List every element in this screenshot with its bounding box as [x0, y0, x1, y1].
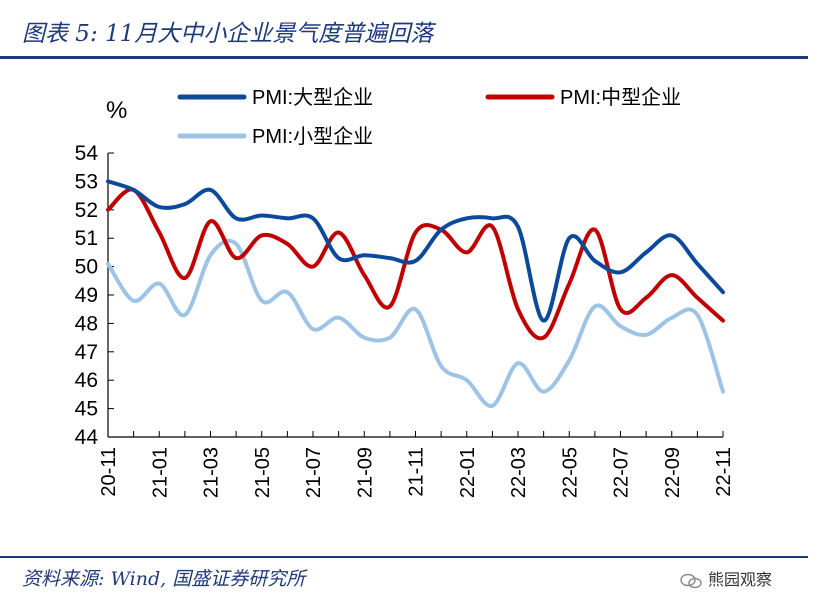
- y-tick-label: 46: [75, 369, 98, 392]
- x-tick-label: 22-01: [457, 447, 479, 498]
- y-tick-label: 44: [75, 426, 99, 449]
- top-divider: [0, 56, 808, 59]
- y-tick-label: 47: [75, 341, 98, 364]
- x-tick-label: 22-09: [662, 447, 684, 498]
- wechat-icon: [680, 573, 702, 588]
- y-tick-label: 54: [75, 142, 99, 165]
- x-tick-label: 21-11: [406, 447, 428, 497]
- watermark-text: 熊园观察: [708, 572, 773, 589]
- y-tick-label: 53: [75, 170, 98, 193]
- series-line-small: [106, 238, 725, 408]
- y-tick-label: 45: [75, 398, 98, 421]
- x-tick-label: 22-05: [559, 447, 581, 498]
- x-tick-label: 22-07: [611, 447, 633, 498]
- bottom-divider: [0, 556, 808, 558]
- y-axis-ticks: 44 45 46 47 48 49 50 51 52 53 54: [75, 142, 114, 449]
- legend-label: PMI:大型企业: [252, 86, 373, 109]
- y-tick-label: 50: [75, 256, 98, 279]
- x-tick-label: 21-07: [303, 447, 325, 498]
- x-tick-label: 21-05: [252, 447, 274, 498]
- legend-label: PMI:小型企业: [252, 125, 373, 148]
- x-tick-label: 20-11: [98, 447, 120, 497]
- source-note: 资料来源: Wind, 国盛证券研究所: [22, 568, 306, 590]
- legend: PMI:大型企业 PMI:中型企业 PMI:小型企业: [177, 86, 681, 148]
- y-unit-label: %: [106, 97, 127, 124]
- legend-label: PMI:中型企业: [560, 86, 681, 109]
- x-tick-label: 21-03: [201, 447, 223, 498]
- watermark: 熊园观察: [680, 566, 772, 590]
- series-line-large: [106, 179, 725, 323]
- y-tick-label: 52: [75, 199, 98, 222]
- x-tick-label: 21-01: [149, 447, 171, 498]
- x-tick-label: 22-11: [713, 447, 735, 497]
- x-axis-ticks: 20-11 21-01 21-03 21-05 21-07 21-09 21-11 22-01…: [98, 431, 735, 498]
- x-tick-label: 21-09: [354, 447, 376, 498]
- y-tick-label: 49: [75, 284, 98, 307]
- series-line-medium: [106, 187, 725, 341]
- x-tick-label: 22-03: [508, 447, 530, 498]
- y-tick-label: 48: [75, 312, 98, 335]
- series-lines: [106, 179, 725, 408]
- chart-title: 图表 5: 11月大中小企业景气度普遍回落: [22, 21, 434, 47]
- y-tick-label: 51: [75, 227, 98, 250]
